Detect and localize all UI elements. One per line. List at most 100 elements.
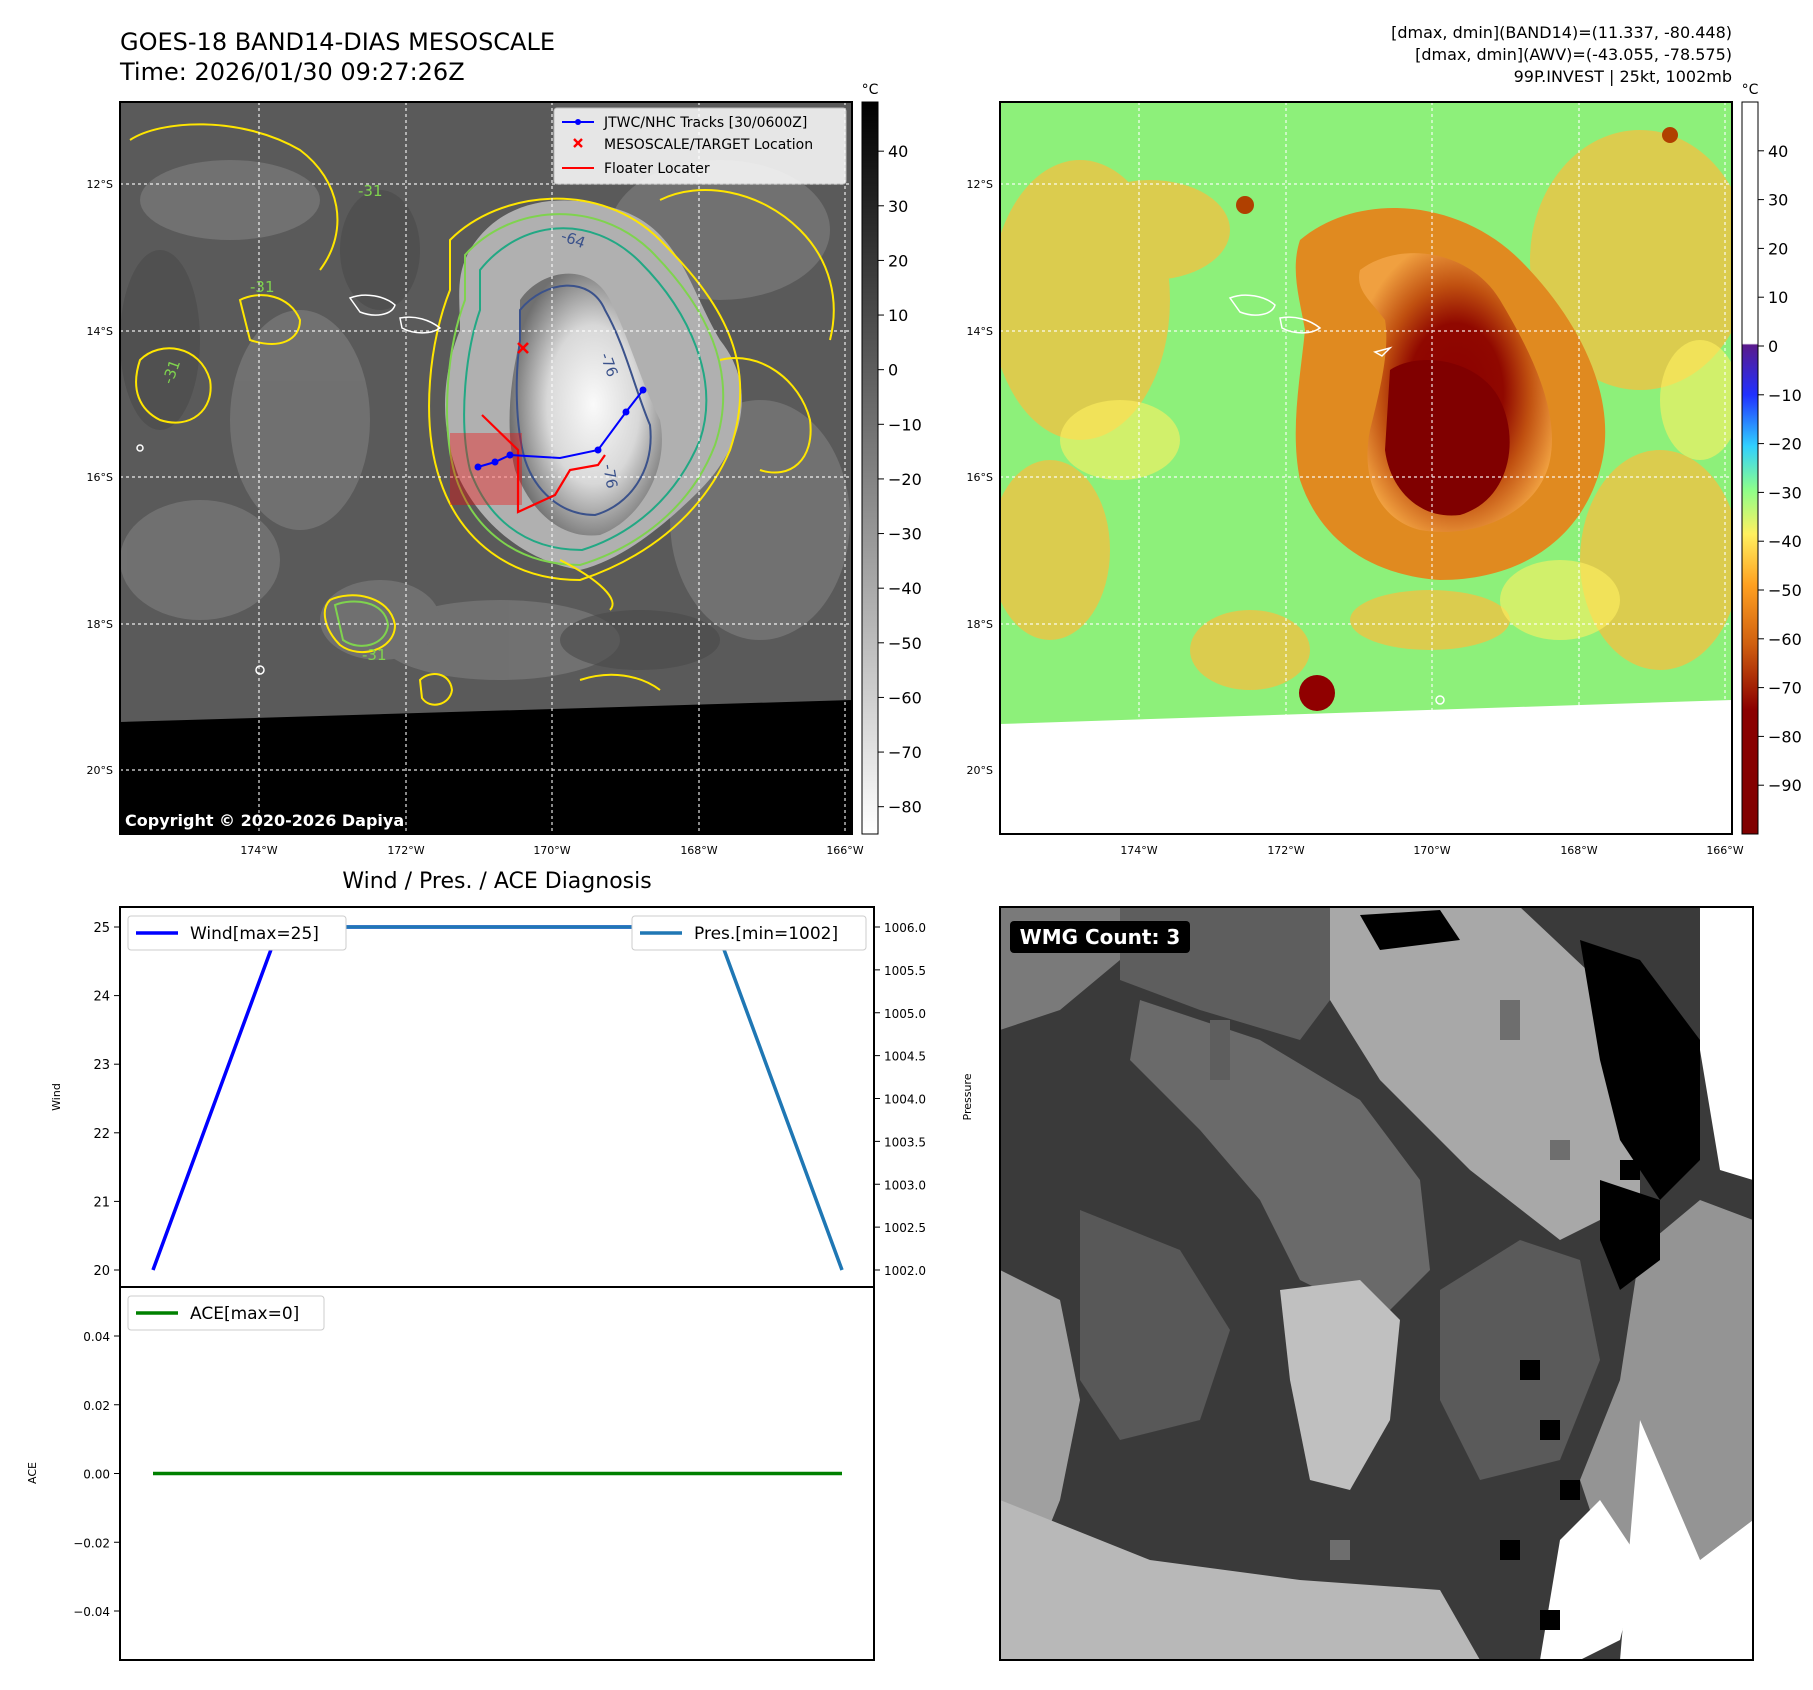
ir-panel: -31 -31 -31 -31 -64 -76 -76 JTWC/NHC Tra… bbox=[87, 82, 922, 857]
pressure-y-tick: 1006.0 bbox=[884, 921, 926, 935]
pressure-y-tick: 1003.5 bbox=[884, 1135, 926, 1149]
ace-y-tick: 0.00 bbox=[83, 1468, 110, 1482]
ir-storm-core bbox=[509, 273, 662, 536]
ir-contours bbox=[129, 123, 835, 706]
ir-colorbar bbox=[861, 101, 879, 835]
ir-lon-label: 172°W bbox=[387, 844, 424, 857]
pressure-y-tick: 1002.0 bbox=[884, 1264, 926, 1278]
wind-y-tick: 25 bbox=[93, 921, 110, 936]
awv-colorbar-tick: −80 bbox=[1768, 727, 1802, 746]
ace-y-tick: −0.04 bbox=[73, 1605, 110, 1619]
ir-gridlines bbox=[120, 102, 852, 834]
awv-lon-label: 166°W bbox=[1706, 844, 1743, 857]
awv-colorbar-tick: 20 bbox=[1768, 239, 1788, 258]
ace-y-ticks: 0.04 0.02 0.00 −0.02 −0.04 bbox=[73, 1330, 120, 1619]
pressure-y-tick: 1003.0 bbox=[884, 1178, 926, 1192]
ir-colorbar-tick: −10 bbox=[888, 415, 922, 434]
pressure-y-ticks: 1006.0 1005.5 1005.0 1004.5 1004.0 1003.5 1003… bbox=[874, 921, 926, 1278]
ir-lat-label: 16°S bbox=[87, 471, 113, 484]
floater-locater-line bbox=[481, 414, 606, 514]
legend-track: JTWC/NHC Tracks [30/0600Z] bbox=[603, 115, 807, 131]
contour-label: -31 bbox=[362, 646, 387, 664]
awv-colorbar-tick: −40 bbox=[1768, 532, 1802, 551]
pressure-y-tick: 1005.5 bbox=[884, 964, 926, 978]
wmg-badge: WMG Count: 3 bbox=[1010, 921, 1190, 953]
awv-colorbar bbox=[1741, 101, 1759, 835]
awv-moisture-texture bbox=[1000, 130, 1732, 690]
wmg-panel: WMG Count: 3 bbox=[999, 906, 1754, 1661]
awv-colorbar-tick: −70 bbox=[1768, 679, 1802, 698]
awv-colorbar-unit: °C bbox=[1742, 82, 1759, 98]
legend-floater: Floater Locater bbox=[604, 161, 710, 177]
legend-ace: ACE[max=0] bbox=[190, 1304, 299, 1324]
ace-legend: ACE[max=0] bbox=[127, 1295, 325, 1331]
awv-lat-label: 12°S bbox=[967, 178, 993, 191]
wind-y-tick: 20 bbox=[93, 1264, 110, 1279]
ir-no-data bbox=[120, 700, 852, 834]
ir-lon-label: 170°W bbox=[533, 844, 570, 857]
wind-y-tick: 22 bbox=[93, 1127, 110, 1142]
awv-colorbar-tick: −60 bbox=[1768, 630, 1802, 649]
ir-lat-label: 20°S bbox=[87, 764, 113, 777]
ir-lon-label: 168°W bbox=[680, 844, 717, 857]
awv-colorbar-tick: −20 bbox=[1768, 435, 1802, 454]
wind-y-ticks: 25 24 23 22 21 20 bbox=[93, 921, 120, 1279]
wind-legend: Wind[max=25] bbox=[127, 915, 347, 951]
ir-lat-label: 18°S bbox=[87, 618, 113, 631]
ir-lon-label: 174°W bbox=[240, 844, 277, 857]
legend-pressure: Pres.[min=1002] bbox=[694, 924, 838, 944]
wind-y-tick: 23 bbox=[93, 1058, 110, 1073]
awv-colorbar-ticks: 40 30 20 10 0 −10 −20 −30 −40 −50 −60 −70 −80 −90 bbox=[1758, 142, 1802, 795]
awv-colorbar-tick: −10 bbox=[1768, 386, 1802, 405]
awv-panel: 12°S 14°S 16°S 18°S 20°S 174°W 172°W 170… bbox=[967, 82, 1802, 857]
figure-time: Time: 2026/01/30 09:27:26Z bbox=[119, 58, 465, 86]
ace-ylabel: ACE bbox=[26, 1462, 39, 1484]
ir-colorbar-tick: 20 bbox=[888, 251, 908, 270]
awv-colorbar-tick: 40 bbox=[1768, 142, 1788, 161]
contour-label: -31 bbox=[250, 278, 275, 296]
legend-target: MESOSCALE/TARGET Location bbox=[604, 137, 813, 153]
pressure-y-tick: 1005.0 bbox=[884, 1007, 926, 1021]
awv-no-data bbox=[1000, 700, 1732, 834]
ir-colorbar-tick: 10 bbox=[888, 306, 908, 325]
awv-colorbar-tick: −30 bbox=[1768, 483, 1802, 502]
pressure-y-tick: 1002.5 bbox=[884, 1221, 926, 1235]
ir-lat-label: 14°S bbox=[87, 325, 113, 338]
ir-colorbar-ticks: 40 30 20 10 0 −10 −20 −30 −40 −50 −60 −70 −80 bbox=[878, 142, 922, 817]
ace-y-tick: −0.02 bbox=[73, 1536, 110, 1550]
ir-colorbar-tick: −60 bbox=[888, 688, 922, 707]
contour-label: -76 bbox=[599, 463, 621, 490]
ir-colorbar-tick: 0 bbox=[888, 361, 898, 380]
awv-lon-label: 168°W bbox=[1560, 844, 1597, 857]
awv-lon-label: 174°W bbox=[1120, 844, 1157, 857]
pressure-ylabel: Pressure bbox=[961, 1073, 974, 1120]
stats-band14: [dmax, dmin](BAND14)=(11.337, -80.448) bbox=[1391, 23, 1732, 42]
jtwc-track-points bbox=[474, 386, 647, 471]
copyright-text: Copyright © 2020-2026 Dapiya bbox=[125, 811, 404, 830]
ir-colorbar-tick: −40 bbox=[888, 579, 922, 598]
awv-gridlines bbox=[1000, 102, 1732, 834]
ir-colorbar-tick: −30 bbox=[888, 525, 922, 544]
ir-lon-label: 166°W bbox=[826, 844, 863, 857]
awv-lat-label: 16°S bbox=[967, 471, 993, 484]
awv-lat-label: 18°S bbox=[967, 618, 993, 631]
wind-ylabel: Wind bbox=[50, 1083, 63, 1111]
stats-awv: [dmax, dmin](AWV)=(-43.055, -78.575) bbox=[1415, 45, 1732, 64]
contour-label: -31 bbox=[358, 182, 383, 200]
pressure-y-tick: 1004.5 bbox=[884, 1050, 926, 1064]
figure-title: GOES-18 BAND14-DIAS MESOSCALE bbox=[120, 28, 555, 56]
awv-lon-label: 170°W bbox=[1413, 844, 1450, 857]
awv-blob bbox=[1299, 675, 1335, 711]
ir-legend: JTWC/NHC Tracks [30/0600Z] MESOSCALE/TAR… bbox=[553, 107, 847, 185]
wind-y-tick: 21 bbox=[93, 1195, 110, 1210]
awv-lon-label: 172°W bbox=[1267, 844, 1304, 857]
stats-storm: 99P.INVEST | 25kt, 1002mb bbox=[1514, 67, 1732, 86]
awv-lat-label: 20°S bbox=[967, 764, 993, 777]
awv-lat-label: 14°S bbox=[967, 325, 993, 338]
pressure-y-tick: 1004.0 bbox=[884, 1093, 926, 1107]
wind-y-tick: 24 bbox=[93, 990, 110, 1005]
ace-chart: 0.04 0.02 0.00 −0.02 −0.04 ACE ACE[max=0] bbox=[26, 1286, 875, 1661]
ace-y-tick: 0.04 bbox=[83, 1330, 110, 1344]
